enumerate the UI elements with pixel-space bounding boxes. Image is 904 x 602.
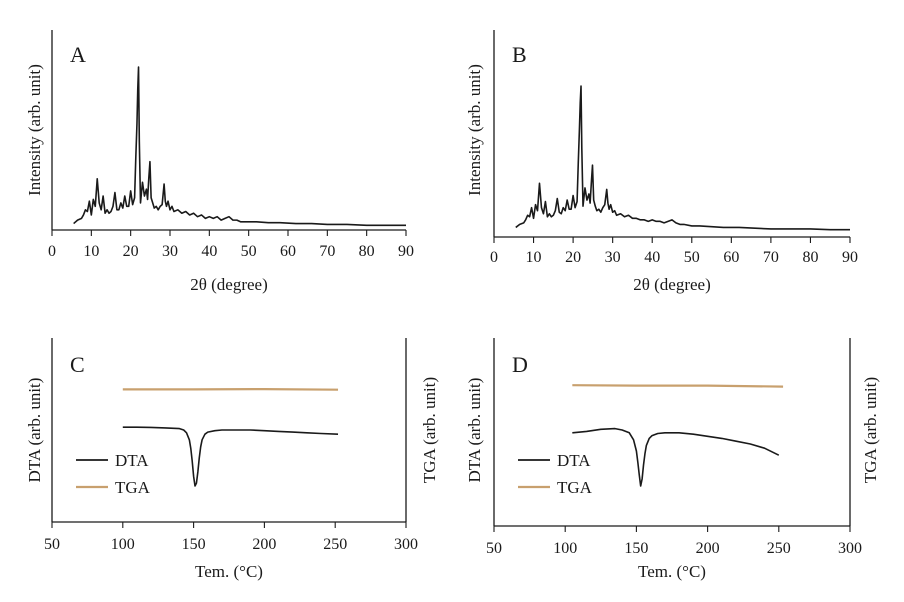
- panel-a-series: [73, 66, 406, 227]
- panel-b-x-tick-labels: 0 10 20 30 40 50 60 70 80 90: [490, 249, 858, 266]
- panel-d-thermal-chart: 50 100 150 200 250 300 D DTA TGA Tem. (°C) DT…: [465, 338, 880, 581]
- panel-b-x-tick-label-30: 30: [605, 249, 621, 266]
- panel-b-series-xrd-pattern-line: [515, 85, 850, 231]
- panel-c-x-tick-label-250: 250: [323, 536, 347, 553]
- panel-d-legend: DTA TGA: [518, 451, 593, 497]
- panel-b-x-tick-label-60: 60: [723, 249, 739, 266]
- panel-b-x-axis-label: 2θ (degree): [633, 275, 711, 294]
- panel-b-x-tick-label-70: 70: [763, 249, 779, 266]
- panel-b-label: B: [512, 42, 527, 67]
- panel-c-x-tick-label-100: 100: [111, 536, 135, 553]
- panel-d-x-tick-label-150: 150: [624, 540, 648, 557]
- panel-a-y-axis-label: Intensity (arb. unit): [25, 64, 44, 196]
- panel-a-x-tick-label-0: 0: [48, 243, 56, 260]
- panel-c-x-axis-label: Tem. (°C): [195, 562, 263, 581]
- panel-c-x-tick-label-200: 200: [252, 536, 276, 553]
- panel-a-x-tick-label-80: 80: [359, 243, 375, 260]
- panel-b-x-tick-label-20: 20: [565, 249, 581, 266]
- panel-b-x-tick-label-0: 0: [490, 249, 498, 266]
- panel-a-x-tick-label-10: 10: [83, 243, 99, 260]
- panel-b-x-tick-label-10: 10: [526, 249, 542, 266]
- panel-d-series-dta-line: [572, 427, 780, 487]
- panel-a-x-axis-label: 2θ (degree): [190, 275, 268, 294]
- panel-c-legend: DTA TGA: [76, 451, 151, 497]
- panel-d-x-tick-label-300: 300: [838, 540, 862, 557]
- panel-d-x-tick-label-250: 250: [767, 540, 791, 557]
- panel-a-x-ticks: [51, 230, 407, 236]
- panel-d-legend-tga-label: TGA: [557, 478, 593, 497]
- panel-c-legend-dta-label: DTA: [115, 451, 149, 470]
- panel-a-x-tick-labels: 0 10 20 30 40 50 60 70 80 90: [48, 243, 414, 260]
- panel-b-xrd-chart: 0 10 20 30 40 50 60 70 80 90 B 2θ (degree) Intens…: [465, 30, 858, 294]
- panel-a-x-tick-label-90: 90: [398, 243, 414, 260]
- panel-a-label: A: [70, 42, 86, 67]
- panel-c-x-tick-label-150: 150: [182, 536, 206, 553]
- panel-c-label: C: [70, 352, 85, 377]
- panel-a-x-tick-label-30: 30: [162, 243, 178, 260]
- panel-d-x-ticks: [493, 526, 851, 532]
- panel-b-series: [515, 85, 850, 231]
- panel-c-y-axis-label-left: DTA (arb. unit): [25, 378, 44, 483]
- panel-a-series-xrd-pattern-line: [73, 66, 406, 227]
- panel-a-x-tick-label-60: 60: [280, 243, 296, 260]
- panel-c-y-axis-label-right: TGA (arb. unit): [420, 377, 439, 483]
- panel-c-x-tick-labels: 50 100 150 200 250 300: [44, 536, 418, 553]
- panel-d-y-axis-label-left: DTA (arb. unit): [465, 378, 484, 483]
- panel-d-x-tick-label-100: 100: [553, 540, 577, 557]
- panel-d-series-tga-line: [572, 384, 784, 388]
- panel-a-x-tick-label-40: 40: [201, 243, 217, 260]
- panel-d-y-axis-label-right: TGA (arb. unit): [861, 377, 880, 483]
- panel-c-x-tick-label-50: 50: [44, 536, 60, 553]
- panel-c-legend-tga-label: TGA: [115, 478, 151, 497]
- panel-b-x-tick-label-50: 50: [684, 249, 700, 266]
- panel-c-series-tga-line: [122, 388, 339, 391]
- panel-c-x-tick-label-300: 300: [394, 536, 418, 553]
- panel-b-x-tick-label-40: 40: [644, 249, 660, 266]
- panel-b-x-tick-label-90: 90: [842, 249, 858, 266]
- panel-d-label: D: [512, 352, 528, 377]
- panel-b-y-axis-label: Intensity (arb. unit): [465, 64, 484, 196]
- panel-c-series-dta-line: [122, 426, 339, 487]
- panel-d-x-axis-label: Tem. (°C): [638, 562, 706, 581]
- panel-c-series: [122, 388, 339, 487]
- panel-d-x-tick-label-200: 200: [696, 540, 720, 557]
- panel-d-legend-dta-label: DTA: [557, 451, 591, 470]
- panel-d-series: [572, 384, 784, 487]
- panel-a-x-tick-label-20: 20: [123, 243, 139, 260]
- panel-c-thermal-chart: 50 100 150 200 250 300 C DTA TGA Tem. (°C) DT…: [25, 338, 439, 581]
- panel-b-x-ticks: [493, 237, 851, 243]
- panel-b-x-tick-label-80: 80: [802, 249, 818, 266]
- panel-a-x-tick-label-70: 70: [319, 243, 335, 260]
- panel-d-x-tick-label-50: 50: [486, 540, 502, 557]
- panel-d-x-tick-labels: 50 100 150 200 250 300: [486, 540, 862, 557]
- panel-a-x-tick-label-50: 50: [241, 243, 257, 260]
- panel-a-xrd-chart: 0 10 20 30 40 50 60 70 80 90 A 2θ (degree) Intens…: [25, 30, 414, 294]
- panel-c-x-ticks: [51, 522, 407, 528]
